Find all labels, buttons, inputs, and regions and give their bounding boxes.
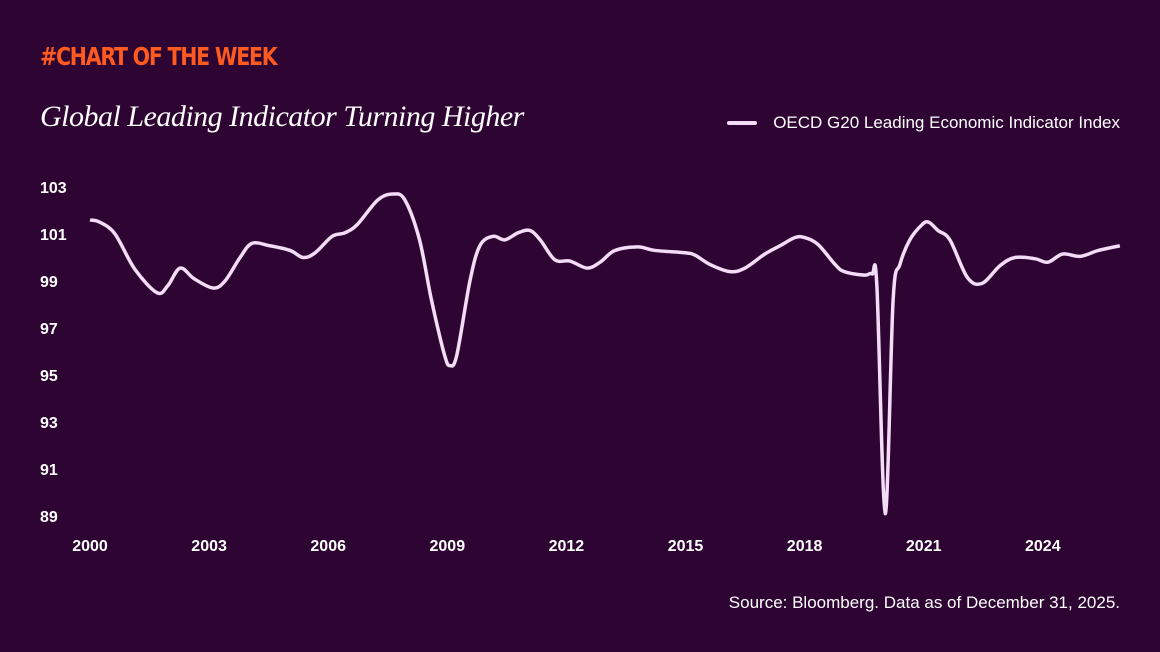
y-tick-label: 95 [40, 368, 58, 385]
x-tick-label: 2021 [906, 538, 942, 555]
chart-title: Global Leading Indicator Turning Higher [40, 100, 524, 133]
x-tick-label: 2018 [787, 538, 823, 555]
x-tick-label: 2009 [430, 538, 466, 555]
x-tick-label: 2003 [191, 538, 227, 555]
chart-of-the-week-kicker: #CHART OF THE WEEK [40, 42, 278, 71]
y-tick-label: 91 [40, 462, 58, 479]
y-tick-label: 101 [40, 227, 67, 244]
x-tick-label: 2006 [310, 538, 346, 555]
y-tick-label: 103 [40, 180, 67, 197]
x-tick-label: 2012 [549, 538, 585, 555]
legend: OECD G20 Leading Economic Indicator Inde… [727, 113, 1120, 133]
series-line-oecd-g20-lei [89, 192, 1121, 516]
x-tick-label: 2015 [668, 538, 704, 555]
y-tick-label: 97 [40, 321, 58, 338]
source-note: Source: Bloomberg. Data as of December 3… [728, 593, 1120, 612]
legend-label: OECD G20 Leading Economic Indicator Inde… [773, 113, 1120, 132]
legend-line-swatch [727, 121, 758, 125]
x-tick-label: 2000 [72, 538, 108, 555]
y-tick-label: 99 [40, 274, 58, 291]
y-tick-label: 89 [40, 509, 58, 526]
x-tick-label: 2024 [1025, 538, 1061, 555]
y-tick-label: 93 [40, 415, 58, 432]
